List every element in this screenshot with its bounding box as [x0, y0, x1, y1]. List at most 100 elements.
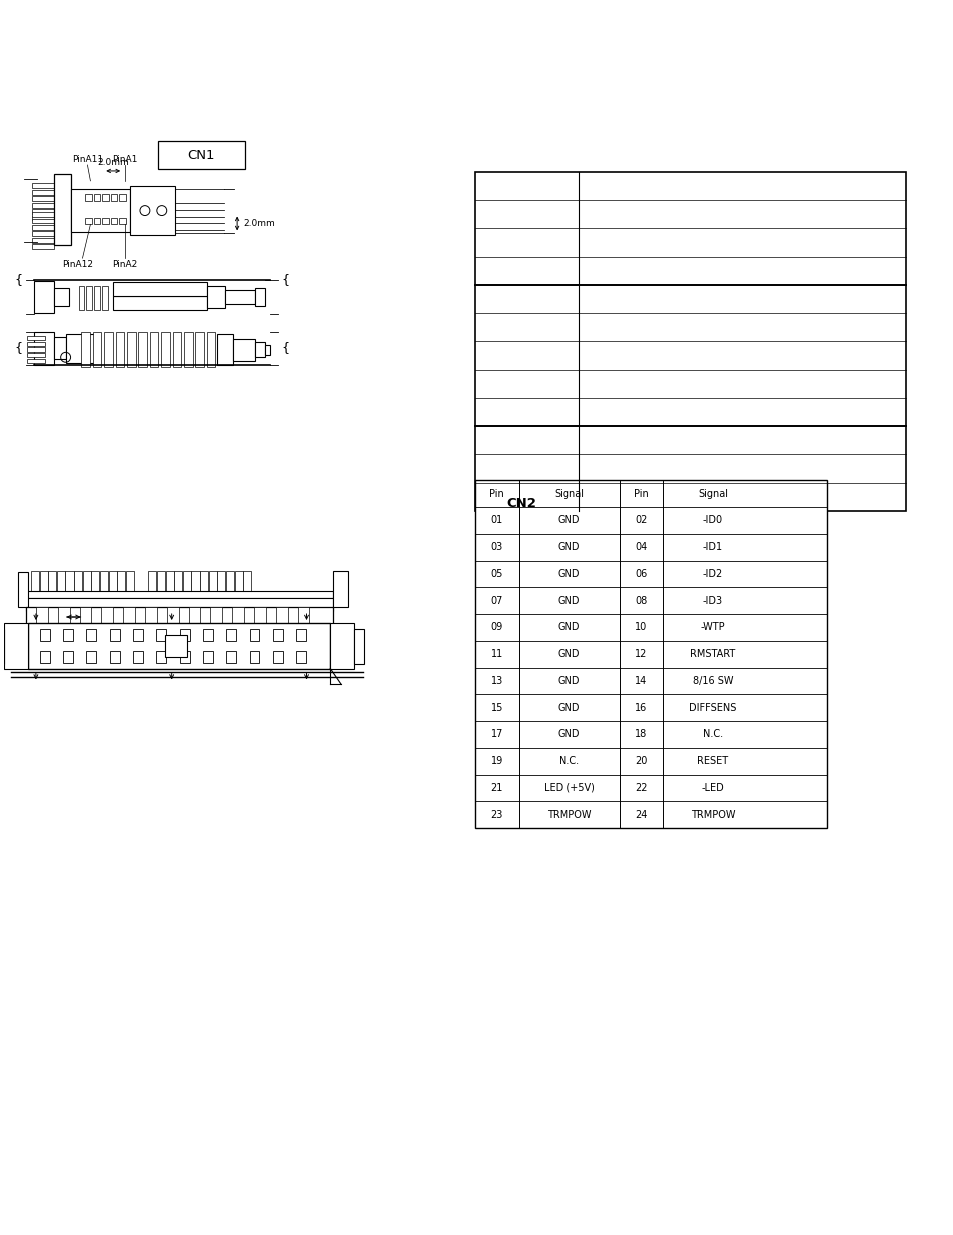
Bar [31, 209, 53, 214]
Bar [145, 608, 156, 645]
Bar [183, 572, 191, 593]
Text: RMSTART: RMSTART [690, 650, 735, 659]
Bar [102, 219, 109, 225]
Bar [53, 174, 71, 246]
Text: 23: 23 [490, 810, 502, 820]
Bar [34, 331, 53, 366]
Bar [210, 608, 222, 645]
Bar [79, 608, 91, 645]
Text: 17: 17 [490, 730, 502, 740]
Text: 14: 14 [635, 676, 647, 685]
Text: Pin: Pin [634, 489, 648, 499]
Bar [297, 608, 309, 645]
Bar [66, 572, 73, 593]
Bar [53, 288, 69, 306]
Bar [156, 572, 165, 593]
Text: 22: 22 [635, 783, 647, 793]
Text: 04: 04 [635, 542, 647, 552]
Text: 24: 24 [635, 810, 647, 820]
Text: 19: 19 [490, 756, 502, 766]
Bar [295, 651, 306, 663]
Text: PinA1: PinA1 [112, 156, 137, 164]
Text: 10: 10 [635, 622, 647, 632]
Bar [83, 572, 91, 593]
Bar [475, 172, 905, 511]
Bar [110, 651, 119, 663]
Text: 11: 11 [490, 650, 502, 659]
Bar [31, 190, 53, 195]
Bar [40, 651, 50, 663]
Text: GND: GND [558, 703, 579, 713]
Bar [232, 608, 244, 645]
Bar [156, 651, 166, 663]
Text: 15: 15 [490, 703, 502, 713]
Bar [101, 608, 113, 645]
Text: 02: 02 [635, 515, 647, 525]
Text: {: { [281, 341, 290, 354]
Bar [148, 572, 156, 593]
Bar [49, 572, 56, 593]
Bar [253, 608, 266, 645]
Bar [217, 333, 233, 366]
Bar [57, 572, 65, 593]
Bar [132, 651, 143, 663]
Text: {: { [14, 273, 22, 287]
Bar [243, 572, 251, 593]
Text: {: { [281, 273, 290, 287]
Bar [150, 331, 158, 367]
Bar [330, 622, 354, 668]
Text: PinA11: PinA11 [71, 156, 103, 164]
Bar [161, 331, 170, 367]
Bar [111, 219, 117, 225]
Bar [333, 572, 348, 608]
Bar [111, 194, 117, 200]
Text: GND: GND [558, 595, 579, 605]
Bar [203, 629, 213, 641]
Bar [53, 337, 66, 359]
Text: 06: 06 [635, 569, 647, 579]
Text: {: { [14, 341, 22, 354]
Text: N.C.: N.C. [558, 756, 578, 766]
Text: LED (+5V): LED (+5V) [543, 783, 594, 793]
Bar [113, 282, 207, 296]
Bar [226, 651, 236, 663]
Bar [226, 572, 233, 593]
Bar [250, 651, 259, 663]
Bar [165, 635, 187, 657]
Bar [39, 572, 48, 593]
Bar [119, 194, 126, 200]
Bar [189, 608, 200, 645]
Bar [30, 572, 39, 593]
Bar [74, 572, 82, 593]
Bar [192, 572, 199, 593]
Bar [31, 238, 53, 243]
Bar [184, 331, 193, 367]
Bar [102, 287, 108, 310]
Bar [273, 629, 282, 641]
Bar [63, 629, 73, 641]
Text: -ID0: -ID0 [702, 515, 722, 525]
Bar [157, 141, 245, 169]
Bar [31, 219, 53, 224]
Bar [26, 592, 333, 598]
Bar [81, 331, 90, 367]
Text: -LED: -LED [700, 783, 723, 793]
Bar [250, 629, 259, 641]
Bar [31, 245, 53, 249]
Bar [254, 288, 265, 306]
Text: 01: 01 [490, 515, 502, 525]
Text: CN1: CN1 [188, 148, 215, 162]
Bar [92, 331, 101, 367]
Bar [27, 336, 45, 341]
Bar [295, 629, 306, 641]
Bar [174, 572, 182, 593]
Bar [26, 598, 333, 611]
Bar [113, 296, 207, 310]
Text: PinA12: PinA12 [62, 261, 93, 269]
Bar [200, 572, 208, 593]
Text: CN2: CN2 [506, 496, 536, 510]
Bar [57, 608, 70, 645]
Text: 20: 20 [635, 756, 647, 766]
Bar [475, 480, 826, 829]
Text: GND: GND [558, 650, 579, 659]
